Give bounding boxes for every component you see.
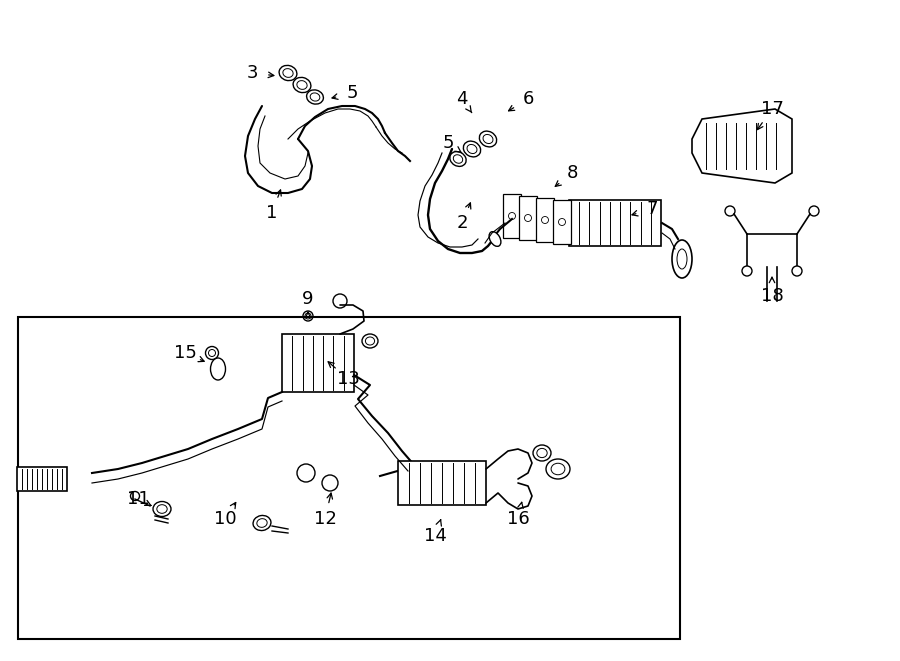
Ellipse shape — [307, 90, 323, 104]
Ellipse shape — [362, 334, 378, 348]
Ellipse shape — [533, 445, 551, 461]
Ellipse shape — [546, 459, 570, 479]
Bar — [536, 198, 554, 242]
Text: 9: 9 — [302, 290, 314, 308]
Ellipse shape — [205, 346, 219, 360]
Bar — [17, 467, 67, 491]
Text: 1: 1 — [266, 204, 278, 222]
Ellipse shape — [279, 65, 297, 81]
Ellipse shape — [153, 502, 171, 516]
Ellipse shape — [211, 358, 226, 380]
Ellipse shape — [464, 141, 481, 157]
Bar — [282, 334, 354, 392]
Text: 12: 12 — [313, 510, 337, 528]
Text: 2: 2 — [456, 214, 468, 232]
Ellipse shape — [489, 231, 501, 247]
Ellipse shape — [792, 266, 802, 276]
Text: 15: 15 — [174, 344, 196, 362]
Text: 3: 3 — [247, 64, 257, 82]
Text: 8: 8 — [566, 164, 578, 182]
Text: 5: 5 — [442, 134, 454, 152]
Text: 4: 4 — [456, 90, 468, 108]
Ellipse shape — [480, 131, 497, 147]
Text: 18: 18 — [760, 287, 783, 305]
Text: 7: 7 — [646, 200, 658, 218]
Ellipse shape — [450, 151, 466, 167]
Ellipse shape — [293, 77, 310, 93]
Bar — [503, 194, 521, 238]
Polygon shape — [692, 109, 792, 183]
Text: 17: 17 — [760, 100, 783, 118]
Text: 16: 16 — [507, 510, 529, 528]
Text: 10: 10 — [213, 510, 237, 528]
Bar — [519, 196, 537, 240]
Ellipse shape — [672, 240, 692, 278]
Bar — [398, 461, 486, 505]
Ellipse shape — [253, 516, 271, 531]
Bar — [18, 317, 680, 639]
Text: 6: 6 — [522, 90, 534, 108]
Bar — [569, 200, 661, 246]
Text: 11: 11 — [127, 490, 149, 508]
Ellipse shape — [742, 266, 752, 276]
Text: 13: 13 — [337, 370, 359, 388]
Text: 5: 5 — [346, 84, 358, 102]
Text: 14: 14 — [424, 527, 446, 545]
Bar — [553, 200, 571, 244]
